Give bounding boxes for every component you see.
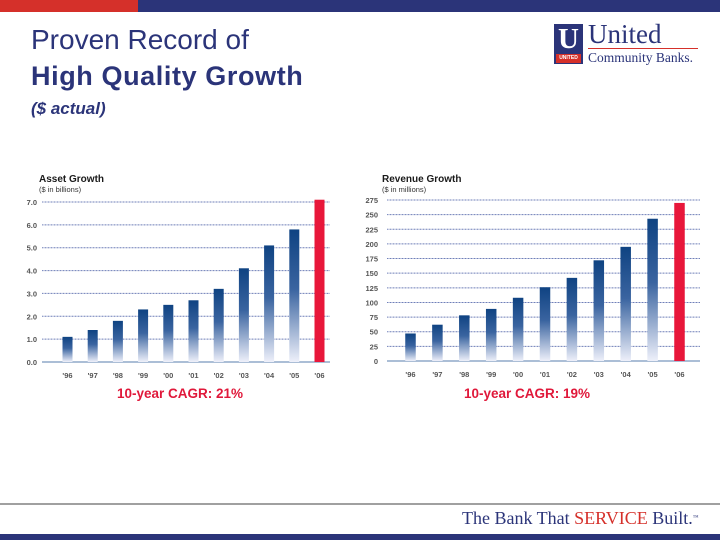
asset-bar-05 (289, 229, 300, 362)
page-subtitle: ($ actual) (31, 99, 106, 118)
footer-bar (0, 534, 720, 540)
revenue-bar-01 (539, 287, 551, 361)
revenue-xtick-label: '96 (405, 370, 415, 379)
revenue-bar-00 (512, 297, 524, 361)
revenue-ytick-label: 75 (370, 313, 378, 322)
asset-bar-96 (62, 336, 73, 362)
revenue-bar-02 (566, 277, 578, 361)
asset-chart-title: Asset Growth (39, 174, 105, 185)
revenue-cagr-annotation: 10-year CAGR: 19% (464, 386, 591, 401)
revenue-bar-05 (647, 218, 658, 361)
revenue-xtick-label: '97 (432, 370, 442, 379)
asset-ytick-label: 6.0 (27, 221, 37, 230)
revenue-xtick-label: '05 (648, 370, 658, 379)
revenue-ytick-label: 175 (365, 255, 378, 264)
asset-bar-01 (188, 300, 199, 362)
asset-xtick-label: '06 (314, 371, 324, 380)
revenue-bar-03 (593, 260, 605, 361)
revenue-ytick-label: 150 (365, 269, 378, 278)
logo-subname: Community Banks. (588, 50, 694, 65)
logo-name: United (588, 19, 662, 49)
tagline-trademark: ™ (692, 515, 699, 521)
asset-xtick-label: '00 (163, 371, 173, 380)
revenue-bar-06 (674, 202, 685, 361)
asset-ytick-label: 0.0 (27, 358, 37, 367)
revenue-xtick-label: '98 (459, 370, 469, 379)
revenue-xtick-label: '03 (594, 370, 604, 379)
revenue-growth-plot: 0 25 50 75 100 125 150 175 200 225 250 275 '96 '97 '98… (365, 196, 700, 379)
page-title-line2: High Quality Growth (31, 61, 304, 91)
asset-ytick-label: 7.0 (27, 198, 37, 207)
asset-bar-02 (213, 288, 224, 362)
asset-ytick-label: 1.0 (27, 335, 37, 344)
tagline-service: SERVICE (574, 508, 648, 528)
asset-ytick-label: 2.0 (27, 312, 37, 321)
revenue-ytick-label: 200 (365, 240, 378, 249)
asset-bar-04 (264, 245, 275, 362)
revenue-chart-title: Revenue Growth (382, 174, 462, 185)
asset-ytick-label: 3.0 (27, 289, 37, 298)
logo-emblem: U UNITED (554, 23, 583, 64)
logo-rule (588, 48, 698, 49)
top-bar-red (0, 0, 138, 12)
footer-divider (0, 503, 720, 505)
asset-bar-03 (238, 268, 249, 362)
revenue-ytick-label: 0 (374, 357, 378, 366)
asset-ytick-label: 4.0 (27, 267, 37, 276)
revenue-xtick-label: '99 (486, 370, 496, 379)
revenue-ytick-label: 250 (365, 211, 378, 220)
revenue-xtick-label: '02 (567, 370, 577, 379)
asset-bar-06 (314, 199, 325, 362)
asset-xtick-label: '98 (113, 371, 123, 380)
revenue-xtick-label: '06 (674, 370, 684, 379)
asset-cagr-annotation: 10-year CAGR: 21% (117, 386, 244, 401)
footer-tagline: The Bank That SERVICE Built.™ (462, 507, 699, 529)
asset-xtick-label: '02 (214, 371, 224, 380)
asset-xtick-label: '01 (188, 371, 198, 380)
logo-letter: U (558, 23, 579, 55)
tagline-post: Built. (647, 508, 693, 528)
revenue-ytick-label: 25 (370, 342, 378, 351)
top-bar-navy (138, 0, 720, 12)
revenue-xtick-label: '00 (513, 370, 523, 379)
asset-xtick-label: '97 (88, 371, 98, 380)
revenue-xtick-label: '04 (621, 370, 632, 379)
revenue-bar-98 (459, 315, 470, 361)
revenue-bar-96 (405, 333, 416, 361)
revenue-xtick-label: '01 (540, 370, 550, 379)
united-community-banks-logo: U UNITED United Community Banks. (554, 19, 706, 68)
asset-xtick-label: '04 (264, 371, 275, 380)
tagline-pre: The Bank That (462, 508, 575, 528)
revenue-ytick-label: 125 (365, 284, 378, 293)
revenue-ytick-label: 275 (365, 196, 378, 205)
logo-tag: UNITED (556, 54, 581, 63)
asset-bar-97 (87, 330, 98, 362)
asset-xtick-label: '05 (289, 371, 299, 380)
revenue-bar-97 (432, 324, 443, 361)
asset-xtick-label: '96 (62, 371, 72, 380)
revenue-bar-99 (485, 308, 497, 361)
asset-ytick-label: 5.0 (27, 244, 37, 253)
asset-xtick-label: '99 (138, 371, 148, 380)
asset-growth-plot: 0.0 1.0 2.0 3.0 4.0 5.0 6.0 7.0 '96 '97 '98 '99 '00 '… (27, 198, 330, 380)
page-title-line1: Proven Record of (31, 24, 249, 55)
asset-bar-99 (138, 309, 149, 362)
revenue-ytick-label: 100 (365, 298, 378, 307)
asset-bar-00 (163, 304, 174, 362)
revenue-ytick-label: 50 (370, 328, 378, 337)
asset-bar-98 (112, 320, 123, 362)
revenue-bar-04 (620, 246, 631, 361)
asset-xtick-label: '03 (239, 371, 249, 380)
revenue-ytick-label: 225 (365, 225, 378, 234)
